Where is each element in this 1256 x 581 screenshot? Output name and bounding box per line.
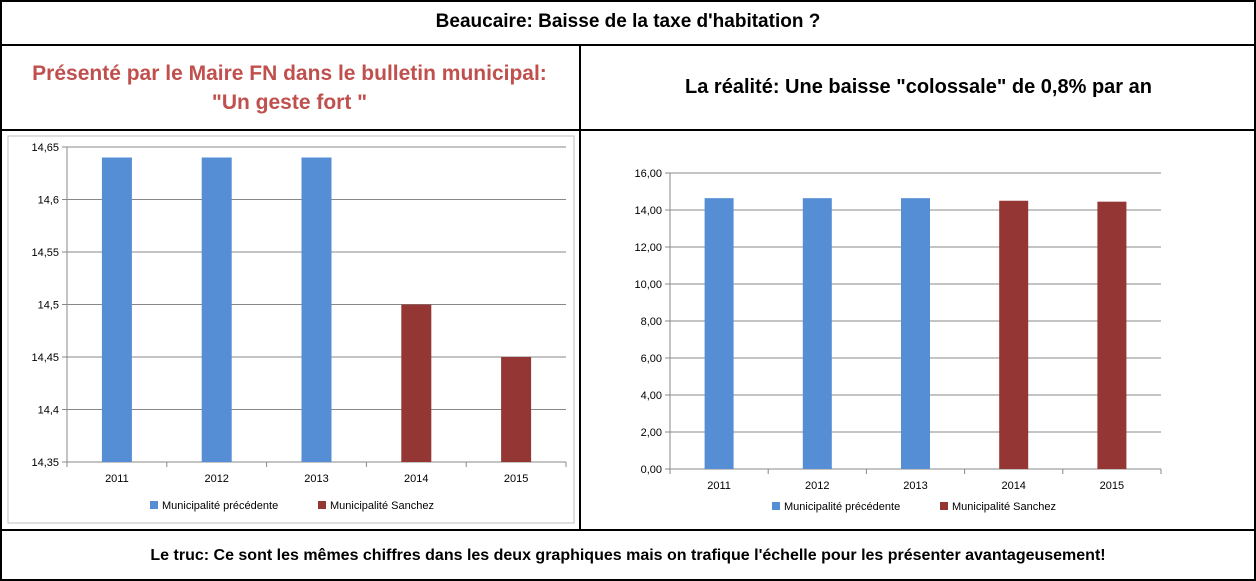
legend-label: Municipalité précédente bbox=[162, 500, 278, 512]
bar-sanchez-2014 bbox=[999, 200, 1029, 469]
y-tick-label: 10,00 bbox=[634, 279, 662, 291]
y-tick-label: 0,00 bbox=[641, 464, 662, 476]
left-chart-panel: 14,35 14,4 14,45 14,5 14,55 14,6 14,65 2011 2012… bbox=[0, 131, 581, 531]
x-tick-label: 2015 bbox=[504, 473, 528, 485]
left-heading-line1: Présenté par le Maire FN dans le bulleti… bbox=[32, 61, 547, 85]
bar-previous-2012 bbox=[201, 157, 232, 462]
y-tick-label: 6,00 bbox=[641, 353, 662, 365]
x-tick-label: 2011 bbox=[707, 480, 731, 492]
bar-previous-2013 bbox=[301, 157, 332, 462]
legend-label: Municipalité Sanchez bbox=[952, 501, 1056, 513]
legend-swatch bbox=[150, 501, 158, 509]
y-tick-label: 8,00 bbox=[641, 316, 662, 328]
y-tick-label: 14,35 bbox=[31, 457, 59, 469]
page-title-text: Beaucaire: Baisse de la taxe d'habitatio… bbox=[435, 11, 821, 32]
bar-previous-2011 bbox=[704, 198, 734, 469]
right-bar-chart: 0,00 2,00 4,00 6,00 8,00 10,00 12,00 14,00 16,00… bbox=[634, 168, 1162, 513]
bar-previous-2011 bbox=[101, 157, 132, 462]
right-heading-text: La réalité: Une baisse "colossale" de 0,… bbox=[685, 76, 1152, 98]
x-tick-label: 2015 bbox=[1100, 480, 1124, 492]
y-tick-label: 14,45 bbox=[31, 352, 59, 364]
left-panel-heading: Présenté par le Maire FN dans le bulleti… bbox=[0, 46, 581, 131]
bar-sanchez-2015 bbox=[1097, 201, 1127, 470]
y-tick-label: 14,4 bbox=[38, 405, 59, 417]
x-tick-label: 2013 bbox=[903, 480, 927, 492]
legend-swatch bbox=[940, 502, 948, 510]
legend-label: Municipalité Sanchez bbox=[330, 500, 434, 512]
x-tick-label: 2011 bbox=[105, 473, 129, 485]
x-tick-label: 2012 bbox=[805, 480, 829, 492]
bar-sanchez-2014 bbox=[401, 304, 432, 462]
left-bar-chart: 14,35 14,4 14,45 14,5 14,55 14,6 14,65 2011 2012… bbox=[7, 135, 575, 524]
bar-previous-2012 bbox=[802, 198, 832, 469]
legend-swatch bbox=[318, 501, 326, 509]
y-tick-label: 12,00 bbox=[634, 242, 662, 254]
bar-previous-2013 bbox=[901, 198, 930, 469]
x-tick-label: 2014 bbox=[404, 473, 428, 485]
y-tick-label: 14,65 bbox=[31, 142, 59, 154]
y-tick-label: 2,00 bbox=[641, 427, 662, 439]
y-tick-label: 4,00 bbox=[641, 390, 662, 402]
y-tick-label: 14,00 bbox=[634, 205, 662, 217]
page-title: Beaucaire: Baisse de la taxe d'habitatio… bbox=[0, 0, 1256, 46]
bar-sanchez-2015 bbox=[501, 357, 532, 462]
x-tick-label: 2012 bbox=[204, 473, 228, 485]
left-heading-line2: "Un geste fort " bbox=[211, 90, 368, 114]
legend-swatch bbox=[772, 502, 780, 510]
x-tick-label: 2014 bbox=[1001, 480, 1025, 492]
y-tick-label: 14,6 bbox=[38, 195, 59, 207]
right-chart-panel: 0,00 2,00 4,00 6,00 8,00 10,00 12,00 14,00 16,00… bbox=[581, 131, 1256, 531]
footer-text: Le truc: Ce sont les mêmes chiffres dans… bbox=[150, 547, 1106, 564]
chart-border bbox=[7, 135, 575, 524]
y-tick-label: 14,55 bbox=[31, 247, 59, 259]
y-tick-label: 16,00 bbox=[634, 168, 662, 180]
legend-label: Municipalité précédente bbox=[784, 501, 900, 513]
right-panel-heading: La réalité: Une baisse "colossale" de 0,… bbox=[581, 46, 1256, 131]
footer-note: Le truc: Ce sont les mêmes chiffres dans… bbox=[0, 531, 1256, 581]
y-tick-label: 14,5 bbox=[38, 300, 59, 312]
x-tick-label: 2013 bbox=[304, 473, 328, 485]
